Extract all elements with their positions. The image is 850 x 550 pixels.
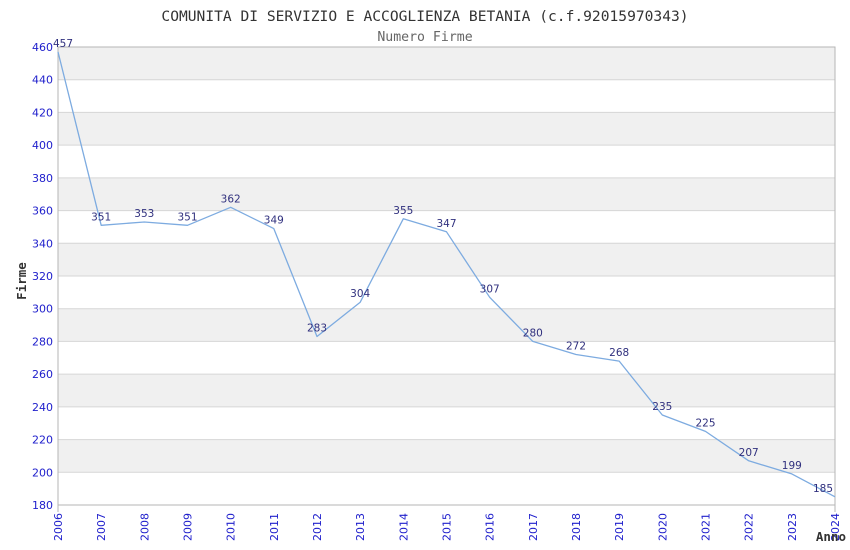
y-tick-label: 460 (32, 41, 53, 54)
data-label: 353 (134, 208, 154, 220)
x-tick-label: 2011 (268, 513, 281, 541)
data-label: 351 (177, 211, 197, 223)
x-tick-label: 2008 (138, 513, 151, 541)
x-tick-label: 2012 (311, 513, 324, 541)
data-label: 199 (782, 460, 802, 472)
y-tick-label: 400 (32, 139, 53, 152)
y-tick-label: 180 (32, 499, 53, 512)
plot-band (58, 276, 835, 309)
data-label: 304 (350, 288, 370, 300)
y-tick-label: 220 (32, 434, 53, 447)
x-tick-label: 2017 (527, 513, 540, 541)
data-label: 457 (53, 38, 73, 50)
data-label: 225 (695, 417, 715, 429)
chart-title: COMUNITA DI SERVIZIO E ACCOGLIENZA BETAN… (161, 8, 688, 25)
chart-subtitle: Numero Firme (377, 30, 472, 45)
data-label: 362 (221, 193, 241, 205)
data-labels-layer: 457 351 353 351 362 349 283 304 355 347 307 280 272 2… (53, 38, 833, 495)
y-tick-label: 260 (32, 368, 53, 381)
plot-border (57, 46, 836, 506)
y-tick-labels: 180 200 220 240 260 280 300 320 340 360 380 400 420 4… (32, 41, 53, 512)
data-line-layer (57, 51, 836, 498)
y-tick-label: 340 (32, 237, 53, 250)
plot-band (58, 308, 835, 342)
data-label: 235 (652, 401, 672, 413)
data-label: 185 (813, 483, 833, 495)
x-tick-label: 2020 (656, 513, 669, 541)
plot-band (58, 47, 835, 80)
x-tick-label: 2018 (570, 513, 583, 541)
x-tick-label: 2019 (613, 513, 626, 541)
x-tick-label: 2013 (354, 513, 367, 541)
data-label: 355 (393, 205, 413, 217)
x-tick-label: 2010 (225, 513, 238, 541)
y-tick-label: 320 (32, 270, 53, 283)
plot-band (58, 145, 835, 178)
y-tick-label: 360 (32, 205, 53, 218)
x-tick-label: 2021 (700, 513, 713, 541)
plot-border-layer (57, 46, 836, 512)
data-label: 307 (480, 283, 500, 295)
x-axis-title: Anno (816, 529, 846, 544)
plot-bands-layer (58, 47, 835, 505)
y-tick-label: 300 (32, 303, 53, 316)
x-tick-label: 2006 (52, 513, 65, 541)
y-tick-label: 420 (32, 106, 53, 119)
x-tick-labels: 2006 2007 2008 2009 2010 2011 2012 2013 2014 2015… (52, 513, 842, 541)
data-label: 351 (91, 211, 111, 223)
data-label: 272 (566, 341, 586, 353)
data-label: 207 (739, 447, 759, 459)
data-label: 268 (609, 347, 629, 359)
x-tick-label: 2024 (829, 513, 842, 541)
plot-band (58, 374, 835, 407)
x-tick-label: 2015 (441, 513, 454, 541)
y-tick-label: 200 (32, 466, 53, 479)
plot-band (58, 243, 835, 276)
plot-band (58, 112, 835, 146)
data-label: 280 (523, 327, 543, 339)
x-tick-label: 2009 (182, 513, 195, 541)
y-tick-label: 240 (32, 401, 53, 414)
plot-band (58, 210, 835, 244)
plot-band (58, 177, 835, 211)
data-label: 283 (307, 323, 327, 335)
data-line (57, 51, 836, 498)
x-tick-label: 2023 (786, 513, 799, 541)
plot-band (58, 341, 835, 375)
y-tick-label: 440 (32, 74, 53, 87)
data-label: 349 (264, 215, 284, 227)
plot-band (58, 472, 835, 505)
plot-band (58, 439, 835, 473)
y-tick-label: 380 (32, 172, 53, 185)
y-axis-title: Firme (14, 262, 29, 300)
x-tick-label: 2022 (743, 513, 756, 541)
x-tick-label: 2014 (397, 513, 410, 541)
plot-band (58, 79, 835, 113)
x-tick-label: 2007 (95, 513, 108, 541)
y-tick-label: 280 (32, 335, 53, 348)
data-label: 347 (436, 218, 456, 230)
plot-band (58, 406, 835, 440)
x-tick-label: 2016 (484, 513, 497, 541)
